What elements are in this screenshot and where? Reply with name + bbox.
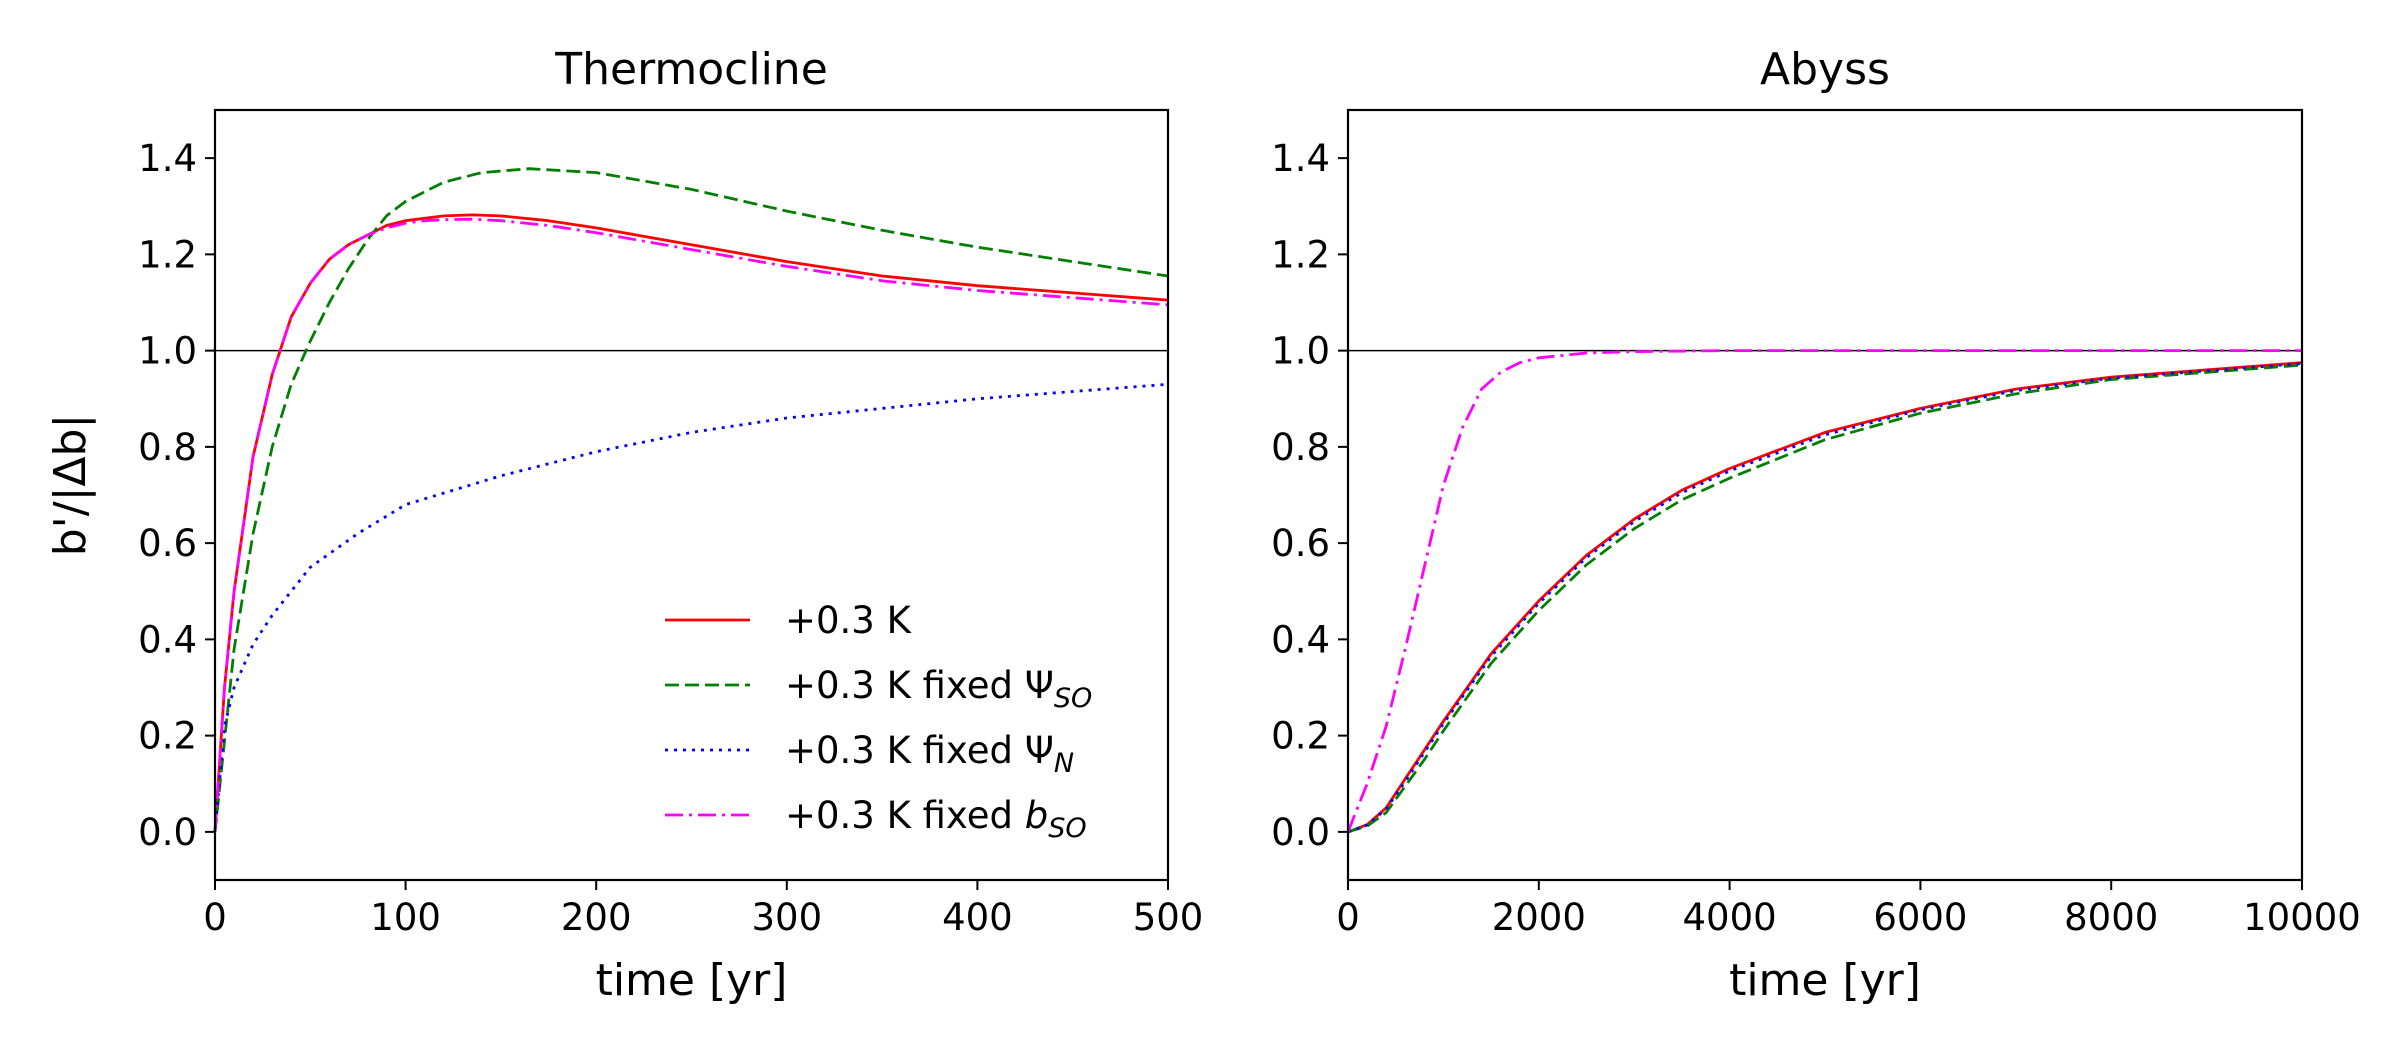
x-tick-label: 6000 <box>1873 896 1967 939</box>
series-line-dotted <box>1347 362 2303 834</box>
legend-label-subscript: SO <box>1048 813 1086 844</box>
legend-label-prefix: +0.3 K fixed <box>785 729 1025 772</box>
legend-label: +0.3 K fixed ΨN <box>785 729 1074 779</box>
panel-title: Abyss <box>1760 44 1890 95</box>
legend-label-prefix: +0.3 K fixed <box>785 794 1025 837</box>
x-tick-label: 200 <box>561 896 632 939</box>
series-line-dashdot <box>1346 349 2302 833</box>
y-tick-label: 0.2 <box>1271 715 1330 758</box>
thermocline-panel: 0 100 200 300 400 500 0.0 0.2 0.4 0.6 0.8 1.0 1.2 1.4… <box>138 44 1203 1006</box>
series-line-solid <box>213 213 1169 832</box>
y-axis-label: b'/|Δb| <box>45 414 96 557</box>
y-tick-label: 0.6 <box>1271 522 1330 565</box>
y-tick-label: 0.0 <box>138 811 197 854</box>
y-tick-label: 1.4 <box>1271 137 1330 180</box>
series-line-dashed <box>1347 363 2303 834</box>
x-tick-label: 300 <box>751 896 822 939</box>
y-tick-label: 1.0 <box>1271 330 1330 373</box>
y-tick-label: 1.2 <box>1271 233 1330 276</box>
x-tick-label: 400 <box>942 896 1013 939</box>
x-tick-label: 2000 <box>1492 896 1586 939</box>
x-tick-label: 100 <box>370 896 441 939</box>
legend-label-symbol: Ψ <box>1025 664 1054 707</box>
plot-frame <box>1346 108 2304 882</box>
series-line-dashed <box>213 167 1169 833</box>
y-tick-label: 1.0 <box>138 330 197 373</box>
y-tick-label: 1.4 <box>138 137 197 180</box>
panel-title: Thermocline <box>554 44 828 95</box>
x-tick-label: 500 <box>1133 896 1204 939</box>
abyss-panel: 0 2000 4000 6000 8000 10000 0.0 0.2 0.4 0.6 0.8 1.0… <box>1271 44 2361 1006</box>
y-tick-label: 0.8 <box>138 426 197 469</box>
y-tick-label: 0.6 <box>138 522 197 565</box>
x-tick-label: 0 <box>1336 896 1360 939</box>
legend-label: +0.3 K <box>785 599 913 642</box>
legend-label-symbol: b <box>1025 794 1049 837</box>
legend-label-subscript: N <box>1054 748 1074 779</box>
y-tick-label: 0.2 <box>138 715 197 758</box>
legend: +0.3 K+0.3 K fixed ΨSO+0.3 K fixed ΨN+0.… <box>665 599 1092 844</box>
legend-label-prefix: +0.3 K fixed <box>785 664 1025 707</box>
x-tick-label: 10000 <box>2243 896 2361 939</box>
legend-label: +0.3 K fixed ΨSO <box>785 664 1092 714</box>
y-tick-label: 1.2 <box>138 233 197 276</box>
x-axis-label: time [yr] <box>1729 955 1921 1006</box>
x-axis-label: time [yr] <box>596 955 788 1006</box>
legend-label-prefix: +0.3 K <box>785 599 913 642</box>
y-tick-label: 0.4 <box>1271 618 1330 661</box>
y-tick-label: 0.0 <box>1271 811 1330 854</box>
legend-label: +0.3 K fixed bSO <box>785 794 1087 844</box>
series-line-dashdot <box>213 217 1169 832</box>
legend-label-symbol: Ψ <box>1025 729 1054 772</box>
x-tick-label: 4000 <box>1683 896 1777 939</box>
plot-frame <box>213 108 1170 882</box>
y-tick-label: 0.8 <box>1271 426 1330 469</box>
series-line-solid <box>1347 361 2303 834</box>
x-tick-label: 0 <box>203 896 227 939</box>
legend-label-subscript: SO <box>1054 683 1092 714</box>
x-tick-label: 8000 <box>2064 896 2158 939</box>
y-tick-label: 0.4 <box>138 618 197 661</box>
